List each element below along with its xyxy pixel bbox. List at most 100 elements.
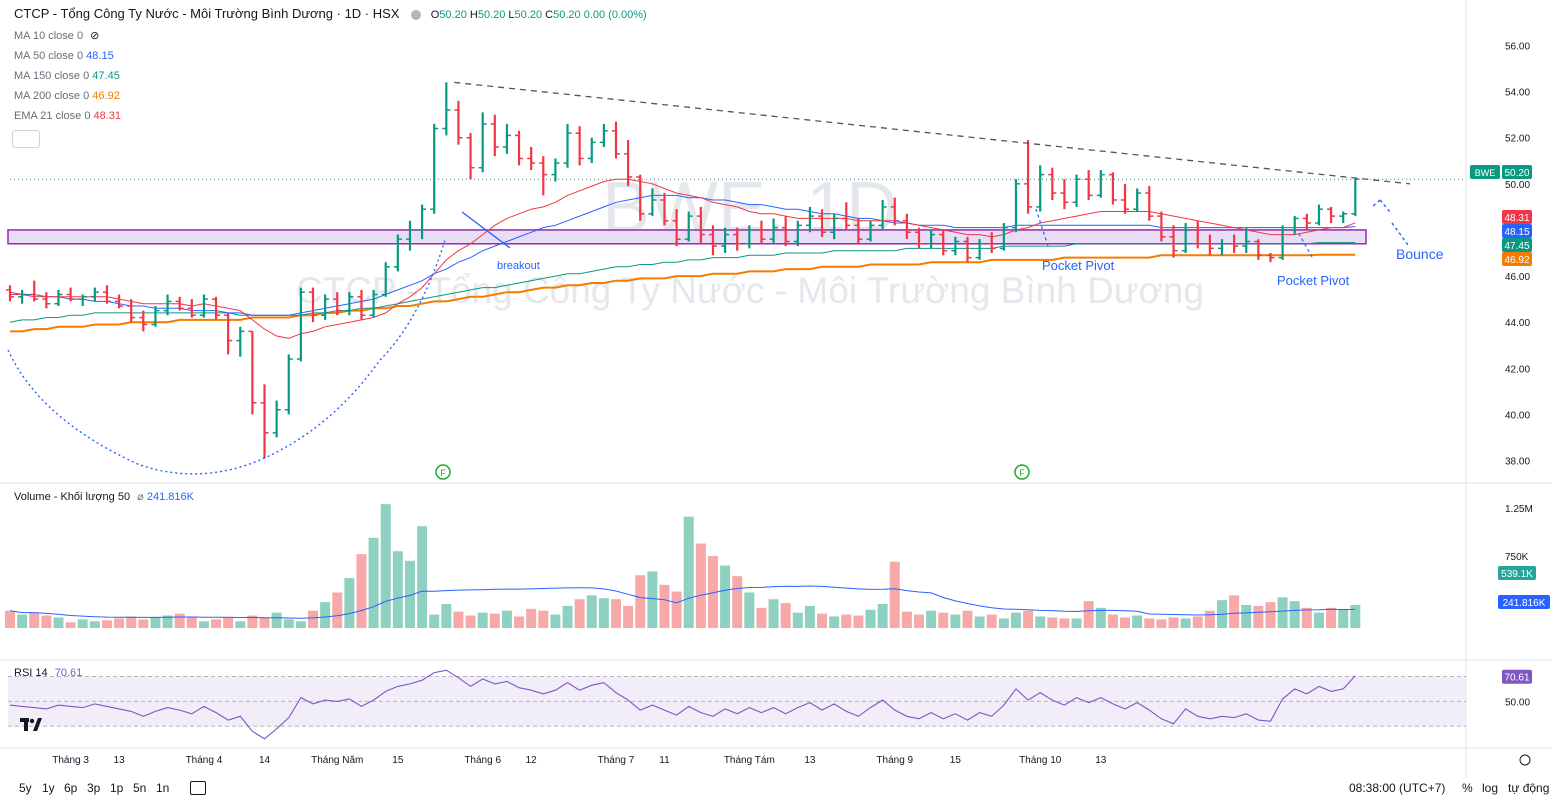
auto-toggle[interactable]: tự động (1508, 781, 1550, 795)
log-toggle[interactable]: log (1482, 781, 1499, 795)
indicator-ma50[interactable]: MA 50 close 0 48.15 (14, 46, 121, 66)
volume-label: Volume - Khối lượng 50 (14, 491, 131, 503)
candle (927, 229, 936, 249)
volume-bar (138, 619, 149, 628)
candle (212, 296, 221, 320)
volume-bar (744, 592, 755, 628)
volume-bar (1156, 619, 1167, 628)
volume-bar (1277, 597, 1288, 628)
candle (163, 294, 172, 316)
volume-bar (998, 618, 1009, 628)
candle (1242, 227, 1251, 253)
indicator-value: 48.15 (86, 50, 114, 62)
candle (1108, 172, 1117, 205)
range-3p[interactable]: 3p (87, 781, 101, 795)
indicator-label: MA 10 close 0 (14, 30, 84, 42)
volume-bar (562, 605, 573, 628)
volume-bar (1168, 617, 1179, 628)
volume-bar (1326, 607, 1337, 628)
tradingview-logo[interactable] (20, 716, 44, 734)
volume-bar (950, 614, 961, 628)
volume-bar (17, 614, 28, 628)
range-6p[interactable]: 6p (64, 781, 78, 795)
candle (1072, 174, 1081, 207)
volume-bar (53, 617, 64, 628)
volume-bar (41, 615, 52, 628)
candle (490, 114, 499, 157)
indicator-ema21[interactable]: EMA 21 close 0 48.31 (14, 106, 121, 126)
volume-bar (223, 617, 234, 628)
candle (1181, 223, 1190, 253)
volume-bar (623, 605, 634, 628)
volume-bar (598, 598, 609, 628)
price-badges: BWE 50.20 48.31 48.15 47.45 46.92 539.1K 241.81… (1470, 165, 1550, 684)
earnings-marker-label: F (1019, 468, 1025, 478)
candle (660, 193, 669, 226)
consolidation-zone (7, 229, 1367, 245)
hidden-eye-icon[interactable]: ⊘ (90, 30, 100, 42)
candle (478, 112, 487, 173)
volume-bar (901, 611, 912, 628)
ohlc-readout: O50.20 H50.20 L50.20 C50.20 0.00 (0.00%) (430, 9, 647, 21)
price-badge-value: 46.92 (1504, 255, 1529, 266)
candles (6, 82, 1360, 459)
candle (781, 216, 790, 247)
candle (890, 197, 899, 226)
price-badge-value: 50.20 (1504, 168, 1529, 179)
candle (1266, 253, 1275, 263)
volume-bar (792, 612, 803, 628)
volume-bar (295, 621, 306, 628)
calendar-icon[interactable] (190, 781, 206, 795)
candle (915, 227, 923, 249)
volume-bar (1241, 604, 1252, 628)
volume-bar (1180, 618, 1191, 628)
percent-toggle[interactable]: % (1462, 781, 1473, 795)
volume-bar (695, 543, 706, 628)
eye-icon[interactable] (411, 9, 422, 20)
volume-bar (1071, 618, 1082, 628)
volume-bar (174, 613, 185, 628)
candle (1084, 170, 1093, 200)
earnings-marker (435, 464, 451, 480)
price-badge (1502, 165, 1532, 179)
volume-bar (89, 621, 100, 628)
candle (636, 174, 645, 221)
candle (599, 123, 608, 147)
candle (381, 262, 390, 297)
volume-last-badge-value: 539.1K (1501, 569, 1533, 580)
cup-curve (7, 239, 446, 475)
range-1n[interactable]: 1n (156, 781, 170, 795)
change-value: 0.00 (0.00%) (583, 9, 647, 21)
ma50-line (9, 194, 1356, 316)
candle (1048, 167, 1057, 200)
candle (854, 218, 863, 244)
indicator-ma200[interactable]: MA 200 close 0 46.92 (14, 86, 121, 106)
candle (757, 220, 766, 244)
volume-bar (720, 565, 731, 628)
candle (551, 158, 560, 182)
candle (745, 225, 754, 249)
candle (102, 285, 111, 304)
low-value: 50.20 (514, 9, 543, 21)
range-5n[interactable]: 5n (133, 781, 147, 795)
time-tick-label: Tháng 3 (52, 755, 89, 766)
volume-bar (1229, 595, 1240, 628)
volume-bar (126, 616, 137, 628)
indicator-ma150[interactable]: MA 150 close 0 47.45 (14, 66, 121, 86)
indicator-ma10[interactable]: MA 10 close 0 ⊘ (14, 26, 121, 46)
volume-bar (380, 504, 391, 628)
candle (1218, 239, 1226, 256)
volume-bar (453, 611, 464, 628)
range-5y[interactable]: 5y (19, 781, 32, 795)
symbol-badge-label: BWE (1475, 168, 1496, 178)
volume-bar (756, 607, 767, 628)
candle (284, 354, 293, 415)
range-1p[interactable]: 1p (110, 781, 124, 795)
volume-bar (683, 516, 694, 628)
collapse-legend-button[interactable] (12, 130, 40, 148)
candle (612, 121, 620, 159)
range-1y[interactable]: 1y (42, 781, 55, 795)
volume-bar (780, 603, 791, 628)
